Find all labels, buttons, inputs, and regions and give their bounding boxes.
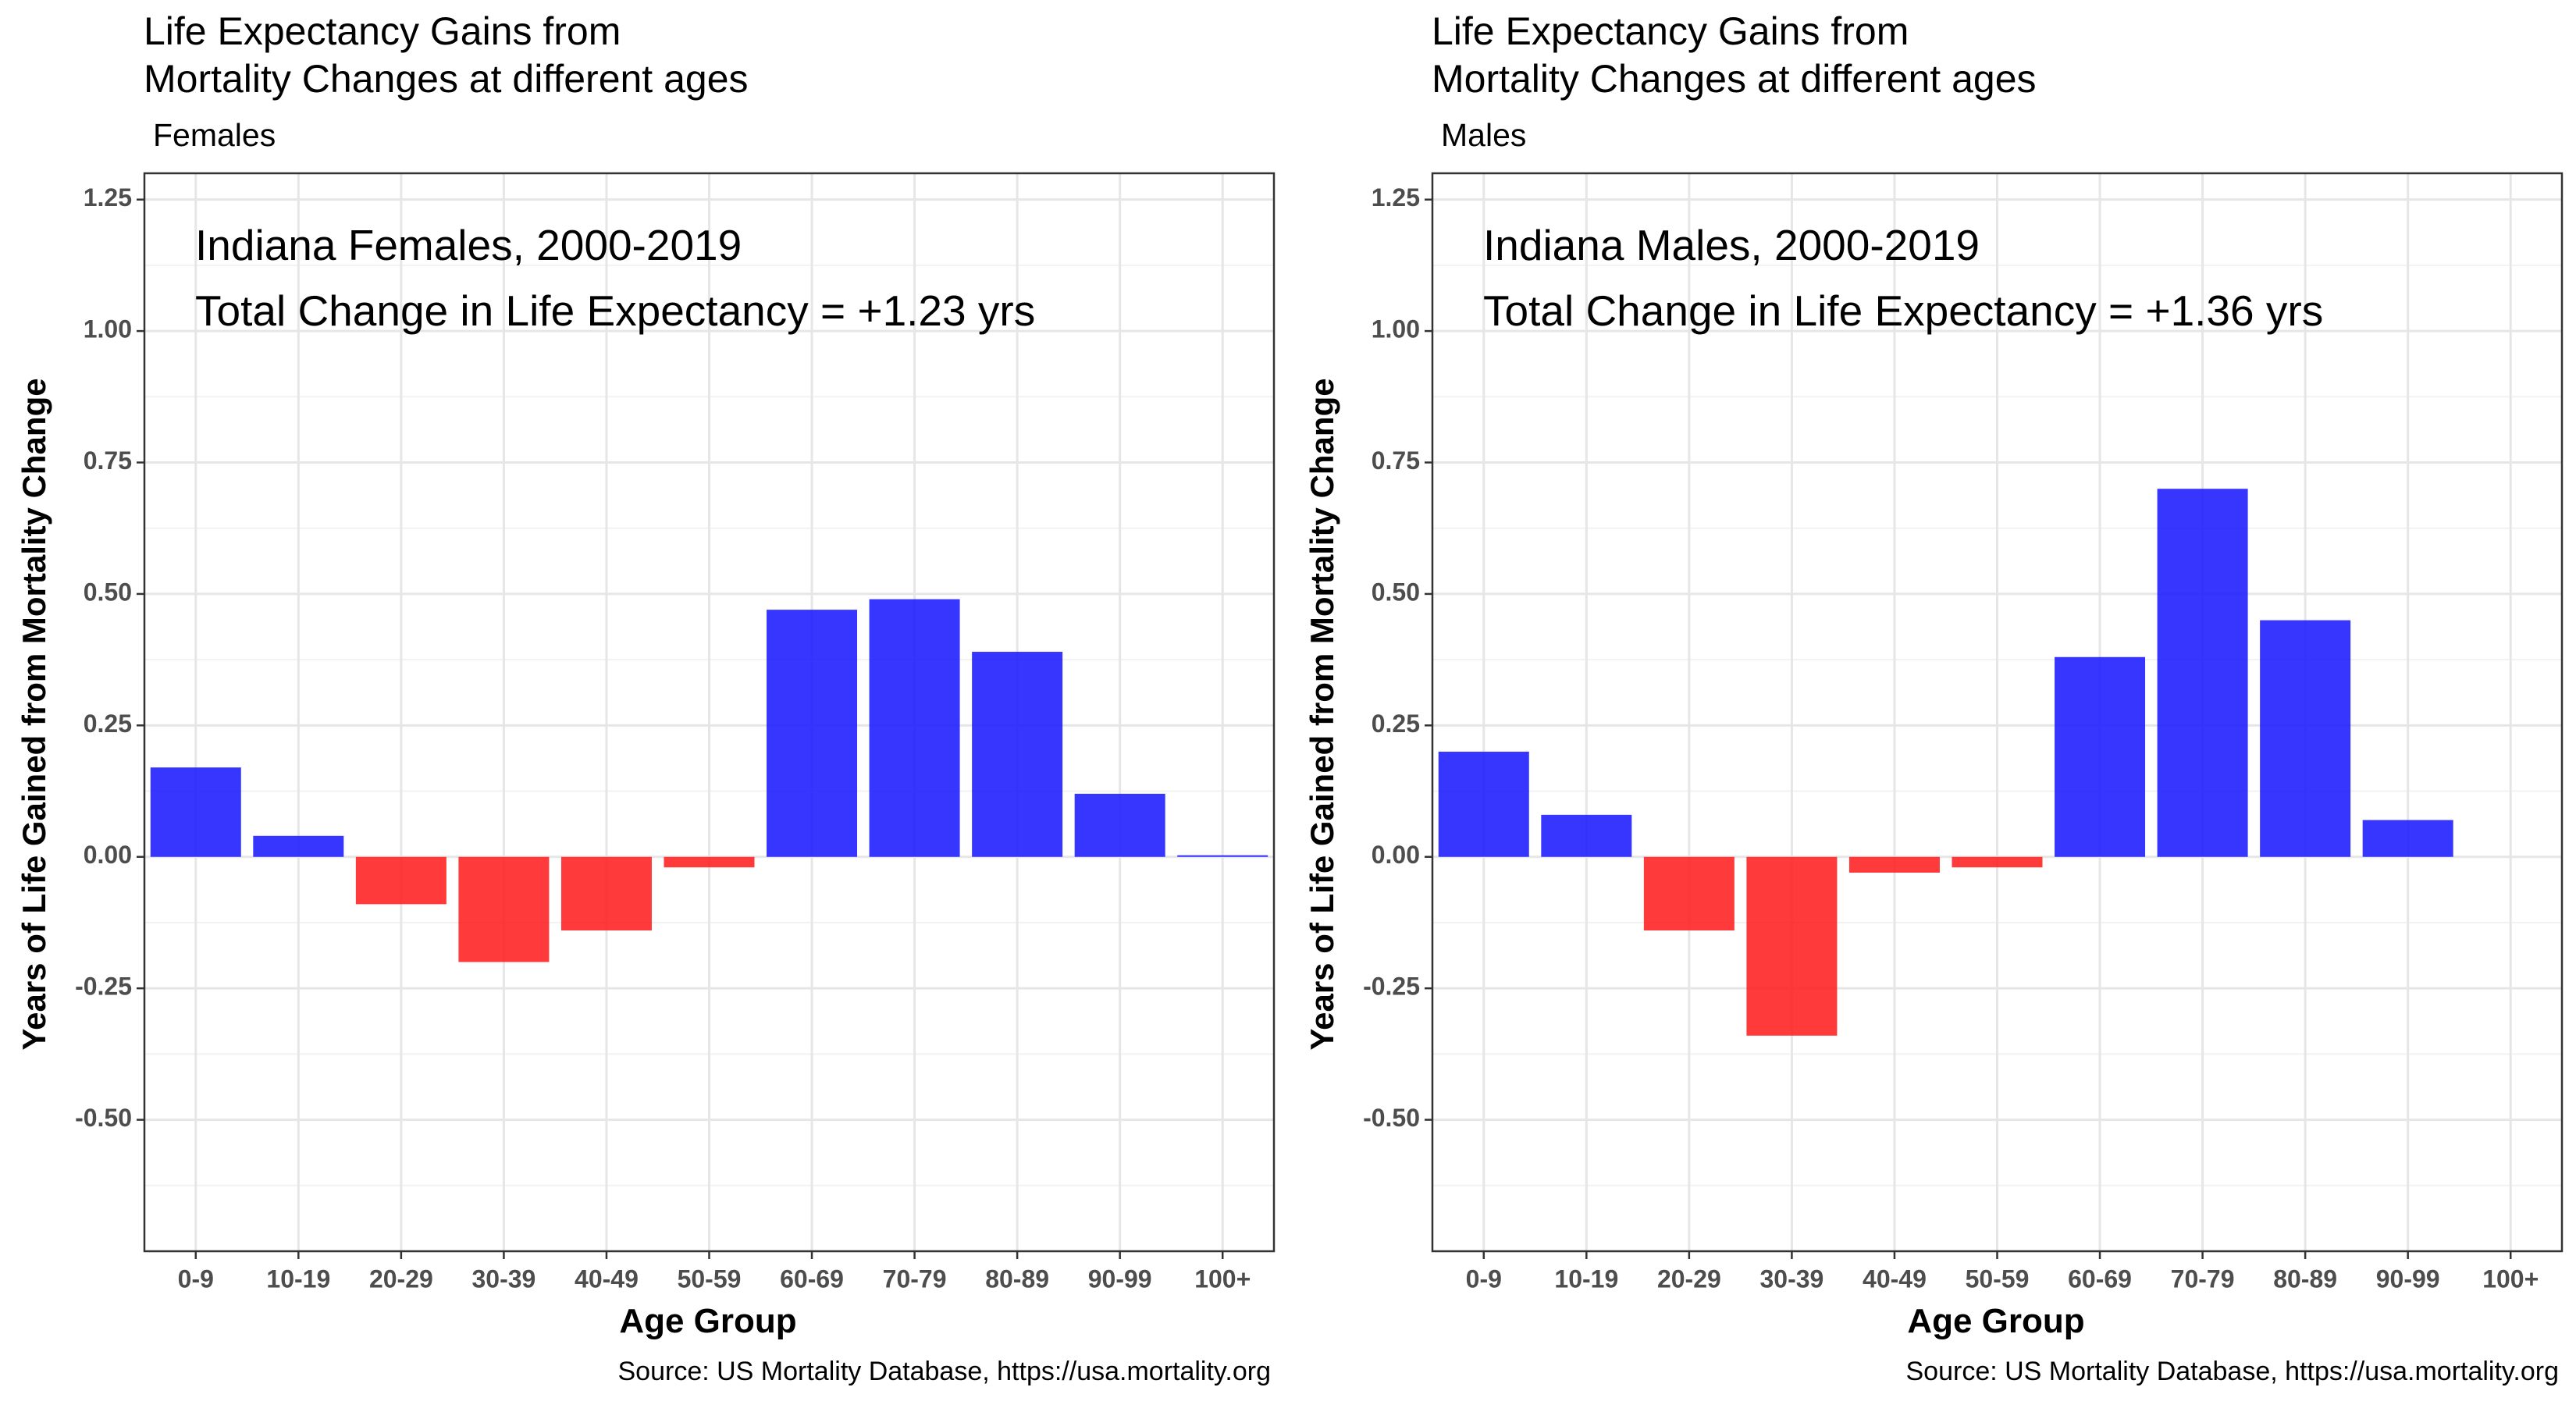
bar-60-69 [767, 610, 858, 857]
chart-panel-males: 1.25 1.00 0.75 0.50 0.25 0.00 -0.25 -0.50 0-9 10-… [1288, 0, 2576, 1405]
annotation-total-change: Total Change in Life Expectancy = +1.36 … [1483, 286, 2324, 335]
chart-panel-females: 1.25 1.00 0.75 0.50 0.25 0.00 -0.25 -0.50 0-9 10-… [16, 9, 1276, 1386]
y-tick-label: 1.25 [1372, 183, 1420, 212]
y-tick-label: 0.75 [1372, 446, 1420, 475]
x-tick-label: 70-79 [2171, 1264, 2235, 1293]
x-tick-label: 90-99 [1088, 1264, 1152, 1293]
y-tick-label: -0.25 [1363, 973, 1420, 1001]
source-caption: Source: US Mortality Database, https://u… [1905, 1357, 2560, 1386]
bar-0-9 [150, 767, 241, 857]
y-tick-label: 1.00 [1372, 315, 1420, 343]
bar-100+ [1177, 855, 1268, 857]
x-axis-label: Age Group [619, 1302, 797, 1340]
x-tick-label: 0-9 [1466, 1264, 1502, 1293]
source-caption: Source: US Mortality Database, https://u… [617, 1357, 1272, 1386]
bar-90-99 [2362, 820, 2453, 857]
bar-0-9 [1438, 752, 1529, 857]
bar-40-49 [560, 856, 652, 931]
x-tick-label: 30-39 [1759, 1264, 1823, 1293]
x-tick-label: 80-89 [985, 1264, 1049, 1293]
chart-title: Life Expectancy Gains from Mortality Cha… [1432, 9, 2037, 101]
x-tick-label: 90-99 [2376, 1264, 2440, 1293]
chart-subtitle: Females [153, 117, 276, 153]
bar-70-79 [869, 599, 960, 857]
x-axis-label: Age Group [1907, 1302, 2085, 1340]
x-tick-label: 20-29 [369, 1264, 433, 1293]
y-axis-label: Years of Life Gained from Mortality Chan… [16, 378, 52, 1051]
bar-30-39 [458, 856, 550, 962]
y-tick-label: -0.50 [75, 1104, 132, 1132]
bar-10-19 [1541, 814, 1632, 857]
x-tick-label: 30-39 [471, 1264, 535, 1293]
y-tick-label: 0.00 [1372, 841, 1420, 869]
bar-30-39 [1746, 856, 1838, 1036]
y-tick-label: 0.25 [84, 710, 132, 738]
bar-40-49 [1848, 856, 1940, 873]
annotation-region-period: Indiana Females, 2000-2019 [195, 221, 742, 269]
x-tick-label: 100+ [2482, 1264, 2539, 1293]
chart-title: Life Expectancy Gains from Mortality Cha… [144, 9, 749, 101]
y-axis-label: Years of Life Gained from Mortality Chan… [1304, 378, 1340, 1051]
plot-area-females: 1.25 1.00 0.75 0.50 0.25 0.00 -0.25 -0.50 0-9 10-… [75, 172, 1276, 1293]
x-tick-label: 50-59 [678, 1264, 742, 1293]
x-tick-label: 10-19 [1554, 1264, 1618, 1293]
bar-80-89 [2260, 620, 2351, 857]
bar-60-69 [2055, 656, 2146, 857]
y-tick-label: 0.75 [84, 446, 132, 475]
y-tick-label: 0.00 [84, 841, 132, 869]
x-tick-label: 10-19 [266, 1264, 330, 1293]
bar-50-59 [1952, 856, 2043, 868]
bar-70-79 [2157, 489, 2248, 857]
y-tick-label: 0.25 [1372, 710, 1420, 738]
y-tick-label: 0.50 [1372, 578, 1420, 606]
y-tick-label: 1.25 [84, 183, 132, 212]
y-tick-label: 1.00 [84, 315, 132, 343]
chart-subtitle: Males [1441, 117, 1527, 153]
annotation-region-period: Indiana Males, 2000-2019 [1483, 221, 1980, 269]
x-tick-label: 50-59 [1966, 1264, 2030, 1293]
y-tick-label: 0.50 [84, 578, 132, 606]
x-tick-label: 40-49 [1863, 1264, 1927, 1293]
x-tick-label: 0-9 [178, 1264, 214, 1293]
y-tick-label: -0.25 [75, 973, 132, 1001]
y-tick-label: -0.50 [1363, 1104, 1420, 1132]
x-tick-label: 40-49 [575, 1264, 639, 1293]
bar-10-19 [253, 835, 344, 857]
x-tick-label: 70-79 [883, 1264, 947, 1293]
bar-90-99 [1074, 793, 1165, 857]
x-tick-label: 60-69 [780, 1264, 844, 1293]
bar-20-29 [1643, 856, 1735, 931]
x-tick-label: 80-89 [2273, 1264, 2337, 1293]
x-tick-label: 100+ [1194, 1264, 1251, 1293]
plot-area-males: 1.25 1.00 0.75 0.50 0.25 0.00 -0.25 -0.50 0-9 10-… [1363, 172, 2564, 1293]
bar-80-89 [972, 652, 1063, 857]
x-tick-label: 20-29 [1657, 1264, 1721, 1293]
bar-50-59 [664, 856, 755, 868]
bar-20-29 [355, 856, 447, 905]
annotation-total-change: Total Change in Life Expectancy = +1.23 … [195, 286, 1036, 335]
x-tick-label: 60-69 [2068, 1264, 2132, 1293]
